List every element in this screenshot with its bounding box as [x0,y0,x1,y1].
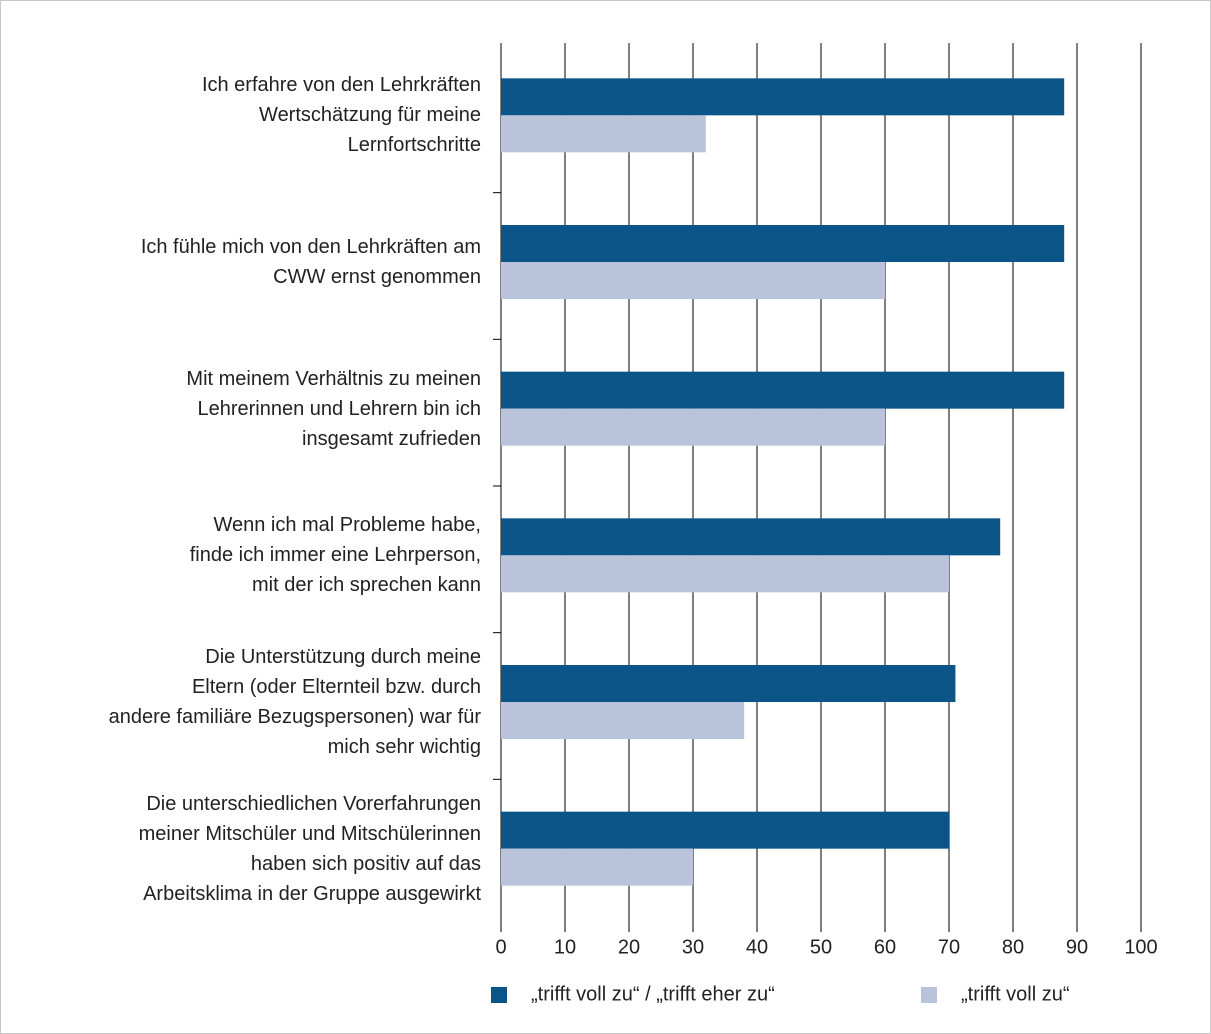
x-tick-label: 30 [682,936,704,958]
y-tick-label: Ich fühle mich von den Lehrkräften am CW… [140,236,481,288]
bar [501,78,1065,116]
bar [501,408,885,446]
bar [501,702,745,739]
y-tick-label: Die Unterstützung durch meine Eltern (od… [108,646,481,758]
bar [501,665,956,702]
y-tick-label: Ich erfahre von den Lehrkräften Wertschä… [201,74,481,157]
legend-label: „trifft voll zu“ / „trifft eher zu“ [531,983,775,1005]
y-tick-label: Mit meinem Verhältnis zu meinen Lehrerin… [186,367,481,450]
bar [501,115,706,153]
x-tick-label: 40 [746,936,768,958]
x-tick-label: 90 [1066,936,1088,958]
x-tick-label: 20 [618,936,640,958]
bar [501,811,949,849]
y-tick-label: Wenn ich mal Probleme habe, finde ich im… [189,514,481,597]
x-tick-label: 10 [554,936,576,958]
x-tick-label: 0 [495,936,506,958]
bar [501,848,693,886]
y-tick-label: Die unterschiedlichen Vorerfahrungen mei… [138,792,481,905]
x-tick-label: 100 [1124,936,1157,958]
legend-swatch [921,987,937,1003]
legend-label: „trifft voll zu“ [961,983,1070,1005]
bar [501,225,1065,262]
bar [501,518,1001,556]
x-tick-label: 70 [938,936,960,958]
x-tick-label: 60 [874,936,896,958]
bar [501,555,949,593]
bar [501,262,885,299]
bar [501,371,1065,409]
x-tick-label: 50 [810,936,832,958]
legend-swatch [491,987,507,1003]
x-tick-label: 80 [1002,936,1024,958]
